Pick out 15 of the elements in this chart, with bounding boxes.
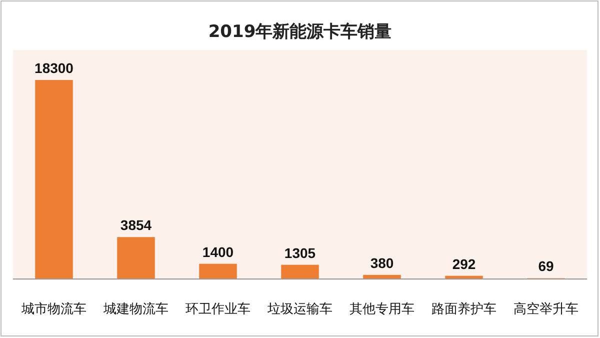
x-tick-label: 其他专用车 [350,302,414,317]
x-tick-label: 路面养护车 [432,301,496,317]
data-label: 1400 [202,244,234,260]
x-tick-label: 城建物流车 [102,301,168,317]
x-tick-label: 高空举升车 [514,301,578,317]
x-tick-label: 垃圾运输车 [266,302,332,317]
x-tick-label: 城市物流车 [20,301,86,317]
data-label: 3854 [120,217,152,234]
data-label: 380 [370,254,394,271]
data-label: 292 [452,256,476,272]
data-label: 1305 [284,244,316,261]
chart-title: 2019年新能源卡车销量 [208,22,392,42]
data-label: 69 [538,258,554,274]
data-label: 18300 [34,60,74,76]
x-tick-label: 环卫作业车 [186,302,250,317]
